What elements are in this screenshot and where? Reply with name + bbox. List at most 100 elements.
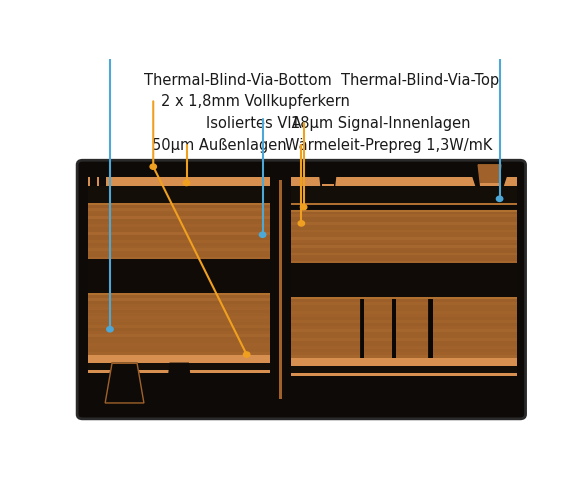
Bar (88, 295, 270, 355)
Bar (291, 299, 517, 302)
Bar (291, 227, 517, 230)
Bar (88, 254, 270, 257)
Bar (291, 320, 517, 323)
Bar (291, 308, 517, 311)
Bar (291, 210, 517, 212)
Bar (291, 214, 517, 217)
Bar (291, 203, 517, 205)
Bar (88, 293, 270, 295)
Bar (88, 208, 270, 211)
Bar (291, 373, 517, 377)
Bar (291, 245, 517, 247)
Bar (88, 259, 270, 293)
Bar (291, 311, 517, 314)
Bar (88, 346, 270, 349)
Bar (291, 347, 517, 350)
Circle shape (300, 204, 307, 210)
Bar (291, 358, 517, 366)
Bar (88, 316, 270, 319)
Bar (392, 299, 393, 358)
Bar (392, 299, 396, 358)
Bar (291, 314, 517, 317)
Text: Thermal-Blind-Via-Top: Thermal-Blind-Via-Top (342, 73, 500, 88)
Bar (88, 205, 270, 208)
Polygon shape (319, 165, 337, 186)
Bar (88, 238, 270, 241)
Bar (88, 337, 270, 340)
Bar (291, 243, 517, 245)
Bar (88, 211, 270, 214)
Circle shape (259, 232, 266, 237)
Bar (291, 344, 517, 347)
Bar (88, 214, 270, 216)
Bar (88, 224, 270, 227)
Bar (291, 353, 517, 355)
Circle shape (298, 221, 305, 226)
Bar (88, 331, 270, 334)
Bar (88, 295, 270, 298)
Bar (291, 212, 517, 214)
Bar (291, 326, 517, 328)
Bar (291, 247, 517, 250)
Bar (291, 186, 517, 203)
Bar (88, 221, 270, 224)
Bar (88, 230, 270, 232)
Bar (88, 363, 270, 370)
Bar (99, 172, 106, 186)
Bar (291, 328, 517, 331)
Bar (91, 165, 97, 186)
Bar (88, 232, 270, 235)
Bar (88, 334, 270, 337)
Bar (291, 331, 517, 334)
Bar (88, 301, 270, 304)
Bar (291, 341, 517, 344)
Bar (88, 313, 270, 316)
Polygon shape (166, 363, 193, 403)
Polygon shape (469, 165, 510, 186)
Bar (291, 230, 517, 232)
Bar (291, 299, 517, 358)
Bar (291, 258, 517, 261)
Bar (291, 261, 517, 263)
Bar (88, 310, 270, 313)
Bar (88, 243, 270, 246)
Bar (291, 338, 517, 341)
Bar (291, 250, 517, 253)
Bar (88, 257, 270, 259)
Bar (291, 334, 517, 338)
Circle shape (150, 164, 156, 169)
Bar (88, 307, 270, 310)
Bar (291, 350, 517, 353)
Circle shape (107, 327, 113, 332)
Bar (88, 328, 270, 331)
Bar (88, 219, 270, 221)
Bar (291, 253, 517, 255)
Text: Wärmeleit-Prepreg 1,3W/mK: Wärmeleit-Prepreg 1,3W/mK (285, 137, 493, 153)
Bar (480, 183, 500, 186)
Bar (88, 177, 270, 186)
Bar (291, 302, 517, 305)
Bar (88, 355, 270, 363)
Bar (322, 184, 334, 186)
Bar (88, 352, 270, 355)
Circle shape (243, 352, 250, 357)
Text: 18μm Signal-Innenlagen: 18μm Signal-Innenlagen (291, 116, 470, 131)
Bar (88, 349, 270, 352)
Bar (279, 180, 282, 399)
Bar (88, 319, 270, 322)
Bar (88, 340, 270, 343)
Bar (291, 219, 517, 222)
Bar (291, 355, 517, 358)
Bar (291, 235, 517, 237)
Bar (270, 165, 290, 414)
Bar (291, 263, 517, 297)
Bar (88, 343, 270, 346)
Bar (88, 203, 270, 205)
Bar (291, 222, 517, 224)
Bar (360, 299, 364, 358)
Bar (88, 216, 270, 219)
Bar (291, 217, 517, 219)
Bar (291, 240, 517, 243)
Bar (291, 209, 517, 210)
Bar (88, 241, 270, 243)
